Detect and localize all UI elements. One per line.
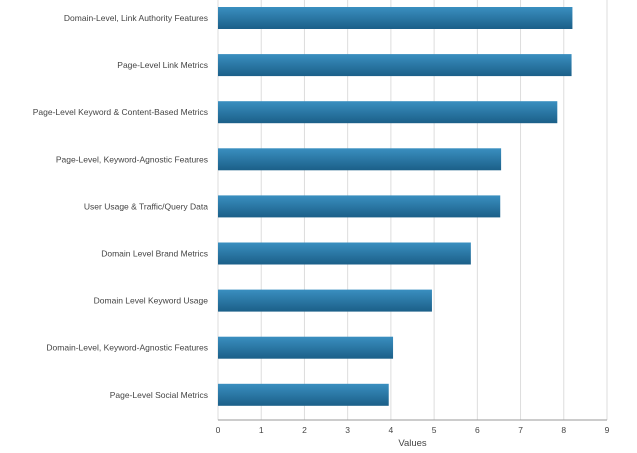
category-label: Page-Level Social Metrics <box>110 390 208 400</box>
category-label: Domain-Level, Link Authority Features <box>64 13 208 23</box>
bar[interactable] <box>218 289 432 312</box>
category-label: Domain Level Keyword Usage <box>94 296 209 306</box>
bar[interactable] <box>218 101 558 124</box>
x-tick-labels: 0 1 2 3 4 5 6 7 8 9 <box>216 425 610 435</box>
category-label: User Usage & Traffic/Query Data <box>84 201 208 211</box>
x-tick-label: 8 <box>561 425 566 435</box>
x-tick-label: 9 <box>605 425 610 435</box>
category-label: Domain-Level, Keyword-Agnostic Features <box>46 343 208 353</box>
category-label: Page-Level, Keyword-Agnostic Features <box>56 154 208 164</box>
x-tick-label: 4 <box>389 425 394 435</box>
x-tick-label: 7 <box>518 425 523 435</box>
x-tick-label: 5 <box>432 425 437 435</box>
bar[interactable] <box>218 195 501 218</box>
bar[interactable] <box>218 148 502 171</box>
bar[interactable] <box>218 242 471 265</box>
x-axis-title: Values <box>398 438 427 449</box>
category-labels: Domain-Level, Link Authority Features Pag… <box>33 13 209 400</box>
x-tick-label: 3 <box>345 425 350 435</box>
bar[interactable] <box>218 383 389 406</box>
x-tick-label: 2 <box>302 425 307 435</box>
x-tick-label: 1 <box>259 425 264 435</box>
category-label: Domain Level Brand Metrics <box>101 249 208 259</box>
bars <box>218 7 573 406</box>
x-tick-label: 6 <box>475 425 480 435</box>
bar[interactable] <box>218 54 572 77</box>
bar[interactable] <box>218 7 573 29</box>
category-label: Page-Level Keyword & Content-Based Metri… <box>33 107 208 117</box>
x-tick-label: 0 <box>216 425 221 435</box>
bar[interactable] <box>218 336 394 359</box>
category-label: Page-Level Link Metrics <box>117 60 208 70</box>
